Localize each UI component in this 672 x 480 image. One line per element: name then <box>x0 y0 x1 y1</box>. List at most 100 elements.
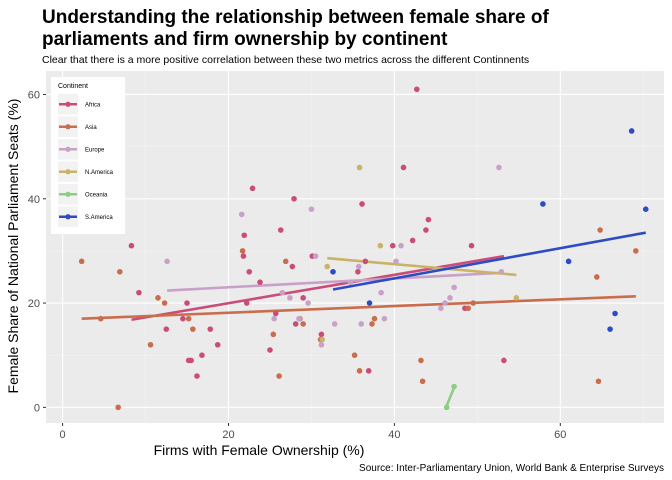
data-point-asia <box>356 368 363 374</box>
data-point-asia <box>270 331 277 338</box>
data-point-n-america <box>513 295 520 301</box>
legend-key-point-n-america <box>65 169 71 175</box>
trend-line-europe <box>167 271 502 292</box>
data-point-africa <box>414 86 420 93</box>
data-point-europe <box>347 279 354 286</box>
data-point-europe <box>279 289 286 296</box>
data-point-africa <box>359 201 365 207</box>
data-point-europe <box>398 242 404 249</box>
data-point-africa <box>241 232 248 239</box>
trend-line-oceania <box>445 387 456 407</box>
data-point-s-america <box>607 326 613 332</box>
data-point-africa <box>243 300 250 306</box>
data-point-africa <box>318 331 325 338</box>
data-point-asia <box>115 404 121 411</box>
data-point-oceania <box>443 404 450 411</box>
chart-title-line-1: Understanding the relationship between f… <box>42 7 549 28</box>
data-point-europe <box>164 258 170 265</box>
data-point-africa <box>214 341 221 348</box>
data-point-africa <box>300 295 306 301</box>
data-point-europe <box>312 253 319 259</box>
data-point-africa <box>194 373 200 379</box>
data-point-asia <box>276 373 282 379</box>
data-point-asia <box>351 352 358 359</box>
data-point-europe <box>296 315 302 322</box>
data-point-africa <box>292 321 299 327</box>
data-point-europe <box>318 341 325 348</box>
legend-key-point-europe <box>65 146 71 152</box>
data-point-europe <box>287 295 293 301</box>
data-point-europe <box>438 305 444 312</box>
data-point-europe <box>271 315 277 322</box>
data-point-asia <box>117 268 123 275</box>
trend-line-s-america <box>332 231 646 291</box>
data-point-asia <box>470 300 477 306</box>
chart-caption: Source: Inter-Parliamentary Union, World… <box>359 463 664 474</box>
data-point-africa <box>277 227 284 233</box>
y-tick-label: 20 <box>28 298 40 310</box>
trend-line-africa <box>131 254 505 322</box>
data-point-s-america <box>330 268 336 275</box>
trend-line-asia <box>81 294 636 321</box>
legend-label-asia: Asia <box>85 125 97 131</box>
data-point-africa <box>240 253 247 259</box>
x-tick-label: 0 <box>60 429 66 441</box>
legend-key-point-asia <box>65 124 71 130</box>
data-point-africa <box>128 242 135 249</box>
data-point-africa <box>188 357 194 364</box>
data-point-africa <box>267 347 273 353</box>
legend-key-point-s-america <box>65 214 71 220</box>
data-point-africa <box>389 242 396 249</box>
data-point-n-america <box>324 263 331 270</box>
data-point-africa <box>423 227 429 233</box>
data-point-africa <box>400 164 407 171</box>
x-tick-label: 60 <box>554 429 566 441</box>
y-tick-label: 60 <box>28 89 40 101</box>
data-point-s-america <box>628 128 635 134</box>
legend-label-oceania: Oceania <box>85 192 108 198</box>
data-point-s-america <box>642 206 649 212</box>
data-point-europe <box>355 263 362 270</box>
data-point-asia <box>419 378 426 385</box>
data-point-europe <box>238 211 245 218</box>
data-point-africa <box>365 368 372 374</box>
data-point-africa <box>501 357 507 364</box>
data-point-europe <box>498 268 505 275</box>
legend-label-europe: Europe <box>85 147 105 153</box>
data-point-europe <box>451 284 457 291</box>
legend-title: Continent <box>58 83 88 90</box>
data-point-africa <box>180 315 186 322</box>
data-point-asia <box>595 378 602 385</box>
legend-key-point-oceania <box>65 191 71 197</box>
data-point-africa <box>355 268 361 275</box>
data-point-s-america <box>612 310 618 317</box>
data-point-africa <box>184 300 190 306</box>
data-point-asia <box>190 326 196 332</box>
legend-key-point-africa <box>65 101 71 107</box>
data-point-asia <box>78 258 85 265</box>
data-point-africa <box>425 216 432 223</box>
chart-subtitle: Clear that there is a more positive corr… <box>42 54 529 66</box>
data-point-europe <box>308 206 315 212</box>
data-point-africa <box>249 185 256 192</box>
data-point-africa <box>409 237 416 244</box>
data-point-europe <box>442 300 448 306</box>
data-point-africa <box>468 242 475 249</box>
data-point-africa <box>199 352 205 359</box>
data-point-africa <box>136 289 142 296</box>
data-point-n-america <box>319 336 326 343</box>
data-point-asia <box>300 321 306 327</box>
data-point-asia <box>597 227 603 233</box>
data-point-africa <box>246 268 253 275</box>
legend-label-s-america: S.America <box>85 215 113 221</box>
data-point-africa <box>207 326 214 332</box>
data-point-europe <box>496 164 502 171</box>
data-point-africa <box>289 263 296 270</box>
axes: 0 20 40 60 0 20 40 60 <box>28 89 567 441</box>
data-points <box>78 86 649 411</box>
chart-title-line-2: parliaments and firm ownership by contin… <box>42 29 448 50</box>
data-point-europe <box>331 321 338 327</box>
data-point-oceania <box>451 383 457 390</box>
